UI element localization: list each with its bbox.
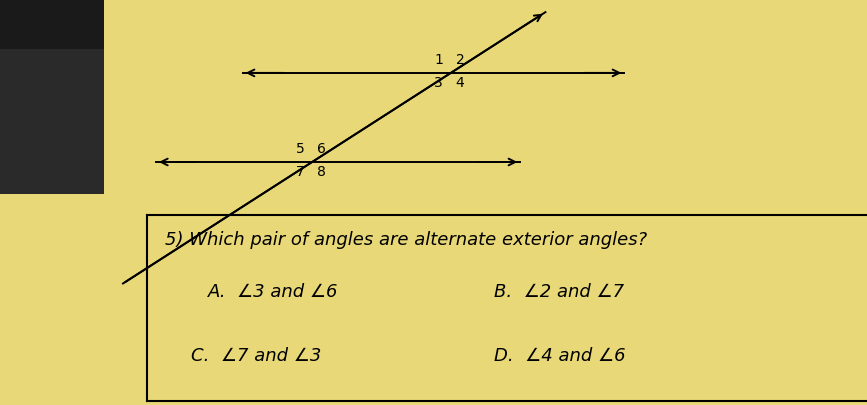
Text: 5) Which pair of angles are alternate exterior angles?: 5) Which pair of angles are alternate ex… — [165, 231, 647, 249]
Text: A.  ∠3 and ∠6: A. ∠3 and ∠6 — [208, 283, 339, 301]
Text: 3: 3 — [434, 76, 443, 90]
Text: 4: 4 — [455, 76, 464, 90]
Bar — [0, 194, 104, 405]
Bar — [0, 0, 104, 194]
Text: 7: 7 — [296, 165, 304, 179]
Text: C.  ∠7 and ∠3: C. ∠7 and ∠3 — [191, 347, 321, 365]
Text: 8: 8 — [316, 165, 326, 179]
Text: 2: 2 — [455, 53, 464, 67]
Bar — [0, 0, 191, 49]
Text: 6: 6 — [316, 142, 326, 156]
Text: B.  ∠2 and ∠7: B. ∠2 and ∠7 — [494, 283, 624, 301]
Text: 5: 5 — [296, 142, 304, 156]
Text: 1: 1 — [434, 53, 443, 67]
Bar — [104, 0, 867, 405]
Text: D.  ∠4 and ∠6: D. ∠4 and ∠6 — [494, 347, 626, 365]
